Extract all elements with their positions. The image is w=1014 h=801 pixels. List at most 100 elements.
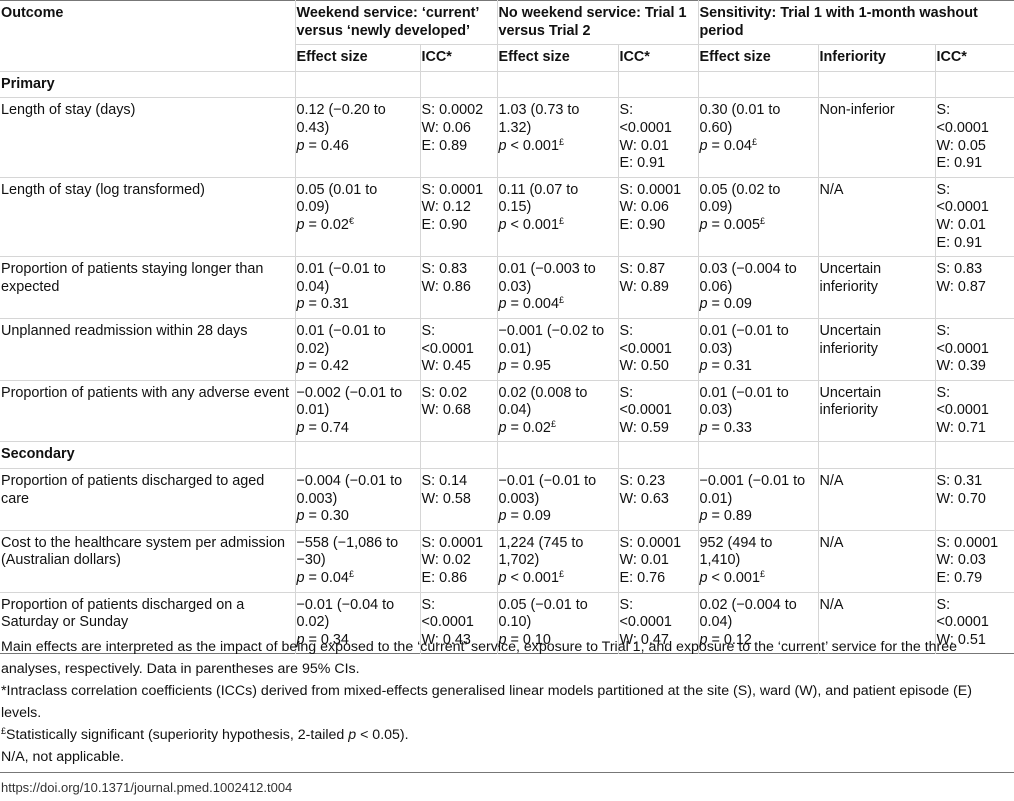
sensitivity-inferiority-cell: N/A xyxy=(817,530,936,593)
p-value: p = 0.04£ xyxy=(699,136,757,154)
p-value: p < 0.001£ xyxy=(498,215,564,233)
cell-line: 0.03) xyxy=(699,402,733,419)
cell-line: S: xyxy=(619,322,634,339)
sensitivity-inferiority-cell: Uncertain inferiority xyxy=(817,256,936,319)
cell-line: 0.12 (−0.20 to xyxy=(296,102,386,119)
outcome-cell: Proportion of patients discharged to age… xyxy=(1,473,265,507)
p-value: p = 0.31 xyxy=(699,358,752,375)
footnote-significance-text: Statistically significant (superiority h… xyxy=(6,727,409,743)
sensitivity-effect-cell: 952 (494 to 1,410) p < 0.001£ xyxy=(697,530,819,593)
header-row-columns: Effect size ICC* Effect size ICC* Effect… xyxy=(0,44,1014,72)
cell-line: E: 0.90 xyxy=(421,216,468,233)
cell-line: W: 0.50 xyxy=(619,358,669,375)
significance-marker: £ xyxy=(558,569,564,580)
no-weekend-icc-cell: S: <0.0001 W: 0.59 xyxy=(617,380,699,442)
cell-line: W: 0.03 xyxy=(936,552,986,569)
header-icc: ICC* xyxy=(934,44,1014,72)
header-icc: ICC* xyxy=(419,44,498,72)
section-row-secondary: Secondary xyxy=(0,441,1014,469)
outcome-cell: Length of stay (days) xyxy=(1,102,136,119)
outcome-cell: Proportion of patients staying longer th… xyxy=(1,261,264,295)
weekend-icc-cell: S: <0.0001 W: 0.45 xyxy=(419,318,498,381)
cell-line: 0.03 (−0.004 to xyxy=(699,261,797,278)
sensitivity-icc-cell: S: 0.31 W: 0.70 xyxy=(934,468,1014,531)
cell-line: W: 0.59 xyxy=(619,419,669,436)
footnote-main-effects: Main effects are interpreted as the impa… xyxy=(1,639,958,677)
sensitivity-effect-cell: 0.01 (−0.01 to 0.03) p = 0.33 xyxy=(697,380,819,442)
empty-cell xyxy=(294,71,420,98)
cell-line: 0.04) xyxy=(699,614,733,631)
sensitivity-effect-cell: 0.02 (−0.004 to 0.04) p = 0.12 xyxy=(697,592,819,654)
no-weekend-effect-cell: 1.03 (0.73 to 1.32) p < 0.001£ xyxy=(496,97,619,178)
results-table: Outcome Weekend service: ‘current’ versu… xyxy=(0,0,1014,654)
outcome-cell: Cost to the healthcare system per admiss… xyxy=(1,534,285,569)
cell-line: 0.01 (−0.003 to xyxy=(498,261,596,278)
weekend-effect-cell: 0.12 (−0.20 to 0.43) p = 0.46 xyxy=(294,97,420,178)
cell-line: E: 0.90 xyxy=(619,216,666,233)
cell-line: 0.02) xyxy=(296,340,330,357)
outcome-cell: Unplanned readmission within 28 days xyxy=(1,322,248,339)
table-row: Proportion of patients discharged on a S… xyxy=(0,592,1014,654)
cell-line: S: 0.83 xyxy=(421,261,468,278)
cell-line: W: 0.12 xyxy=(421,199,471,216)
cell-line: 1,702) xyxy=(498,552,540,569)
cell-line: <0.0001 xyxy=(936,402,989,419)
cell-line: S: 0.83 xyxy=(936,261,983,278)
no-weekend-effect-cell: 0.01 (−0.003 to 0.03) p = 0.004£ xyxy=(496,256,619,319)
weekend-effect-cell: −558 (−1,086 to −30) p = 0.04£ xyxy=(294,530,420,593)
significance-marker: € xyxy=(348,215,354,226)
table-row: Length of stay (log transformed) 0.05 (0.… xyxy=(0,177,1014,257)
cell-line: 0.02 (−0.004 to xyxy=(699,596,797,613)
cell-line: S: xyxy=(936,322,951,339)
weekend-effect-cell: −0.002 (−0.01 to 0.01) p = 0.74 xyxy=(294,380,420,442)
significance-marker: £ xyxy=(348,569,354,580)
cell-line: −0.004 (−0.01 to xyxy=(296,473,403,490)
p-value: p = 0.12 xyxy=(699,631,752,648)
doi-link[interactable]: https://doi.org/10.1371/journal.pmed.100… xyxy=(1,780,293,795)
weekend-icc-cell: S: 0.0002 W: 0.06 E: 0.89 xyxy=(419,97,498,178)
no-weekend-effect-cell: 0.11 (0.07 to 0.15) p < 0.001£ xyxy=(496,177,619,257)
cell-line: 0.01 (−0.01 to xyxy=(699,322,789,339)
no-weekend-icc-cell: S: 0.87 W: 0.89 xyxy=(617,256,699,319)
cell-line: <0.0001 xyxy=(619,614,672,631)
cell-line: −0.01 (−0.01 to xyxy=(498,473,597,490)
weekend-effect-cell: −0.01 (−0.04 to 0.02) p = 0.34 xyxy=(294,592,420,654)
cell-line: S: 0.87 xyxy=(619,261,666,278)
cell-line: W: 0.51 xyxy=(936,631,986,648)
p-value: p < 0.001£ xyxy=(498,136,564,154)
cell-line: 1.32) xyxy=(498,119,532,136)
empty-cell xyxy=(934,71,1014,98)
no-weekend-icc-cell: S: <0.0001 W: 0.01 E: 0.91 xyxy=(617,97,699,178)
sensitivity-effect-cell: 0.03 (−0.004 to 0.06) p = 0.09 xyxy=(697,256,819,319)
footnote-significance: £Statistically significant (superiority … xyxy=(0,724,1014,746)
p-value: p = 0.95 xyxy=(498,358,551,375)
significance-symbol: £ xyxy=(1,726,7,736)
cell-line: S: 0.0001 xyxy=(421,181,484,198)
sensitivity-inferiority-cell: N/A xyxy=(817,468,936,531)
header-group-sensitivity: Sensitivity: Trial 1 with 1-month washou… xyxy=(697,0,1014,45)
cell-line: 0.01) xyxy=(699,490,733,507)
cell-line: <0.0001 xyxy=(619,340,672,357)
cell-line: −558 (−1,086 to xyxy=(296,534,399,551)
cell-line: 1.03 (0.73 to xyxy=(498,102,580,119)
sensitivity-effect-cell: 0.01 (−0.01 to 0.03) p = 0.31 xyxy=(697,318,819,381)
p-value: p = 0.46 xyxy=(296,137,349,154)
table-row: Length of stay (days) 0.12 (−0.20 to 0.43)… xyxy=(0,97,1014,178)
header-effect-size: Effect size xyxy=(496,44,619,72)
cell-line: 0.01 (−0.01 to xyxy=(296,322,386,339)
p-value: p = 0.30 xyxy=(296,508,349,525)
empty-cell xyxy=(817,71,936,98)
header-group-no-weekend: No weekend service: Trial 1 versus Trial… xyxy=(496,0,699,45)
cell-line: S: 0.0001 xyxy=(936,534,999,551)
sensitivity-icc-cell: S: <0.0001 W: 0.51 xyxy=(934,592,1014,654)
cell-line: W: 0.01 xyxy=(619,137,669,154)
sensitivity-effect-cell: −0.001 (−0.01 to 0.01) p = 0.89 xyxy=(697,468,819,531)
cell-line: E: 0.86 xyxy=(421,570,468,587)
header-effect-size: Effect size xyxy=(697,44,819,72)
cell-line: S: 0.0001 xyxy=(619,534,682,551)
cell-line: S: xyxy=(421,596,436,613)
empty-cell xyxy=(617,71,699,98)
p-value: p = 0.31 xyxy=(296,296,349,313)
significance-marker: £ xyxy=(751,136,757,147)
